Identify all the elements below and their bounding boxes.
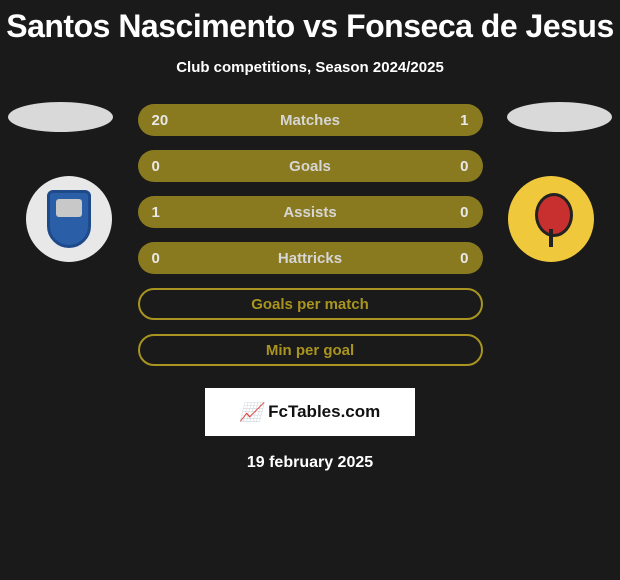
stat-label: Hattricks <box>278 250 342 267</box>
player-oval-right <box>507 102 612 132</box>
stat-bar-assists: 1 Assists 0 <box>138 196 483 228</box>
club-racket-icon <box>531 193 571 245</box>
watermark-badge: 📈 FcTables.com <box>205 388 415 436</box>
subtitle: Club competitions, Season 2024/2025 <box>0 59 620 76</box>
stat-left-value: 20 <box>152 112 169 129</box>
stat-bar-matches: 20 Matches 1 <box>138 104 483 136</box>
date-label: 19 february 2025 <box>0 454 620 472</box>
stat-label: Matches <box>280 112 340 129</box>
stat-bar-goals-per-match: Goals per match <box>138 288 483 320</box>
stat-bar-goals: 0 Goals 0 <box>138 150 483 182</box>
club-shield-icon <box>47 190 91 248</box>
stat-label: Goals per match <box>251 296 369 313</box>
stat-bar-hattricks: 0 Hattricks 0 <box>138 242 483 274</box>
stat-left-value: 0 <box>152 158 160 175</box>
stat-label: Min per goal <box>266 342 354 359</box>
stat-right-value: 1 <box>460 112 468 129</box>
stat-label: Assists <box>283 204 336 221</box>
stat-left-value: 1 <box>152 204 160 221</box>
stat-right-value: 0 <box>460 250 468 267</box>
stat-label: Goals <box>289 158 331 175</box>
stat-right-value: 0 <box>460 204 468 221</box>
club-logo-left <box>26 176 112 262</box>
chart-icon: 📈 <box>240 402 262 423</box>
stat-bar-min-per-goal: Min per goal <box>138 334 483 366</box>
comparison-content: 20 Matches 1 0 Goals 0 1 Assists 0 0 Hat… <box>0 104 620 472</box>
watermark-text: FcTables.com <box>268 402 380 422</box>
stat-left-value: 0 <box>152 250 160 267</box>
page-title: Santos Nascimento vs Fonseca de Jesus <box>0 0 620 45</box>
stat-right-value: 0 <box>460 158 468 175</box>
club-logo-right <box>508 176 594 262</box>
player-oval-left <box>8 102 113 132</box>
stat-bars: 20 Matches 1 0 Goals 0 1 Assists 0 0 Hat… <box>138 104 483 366</box>
